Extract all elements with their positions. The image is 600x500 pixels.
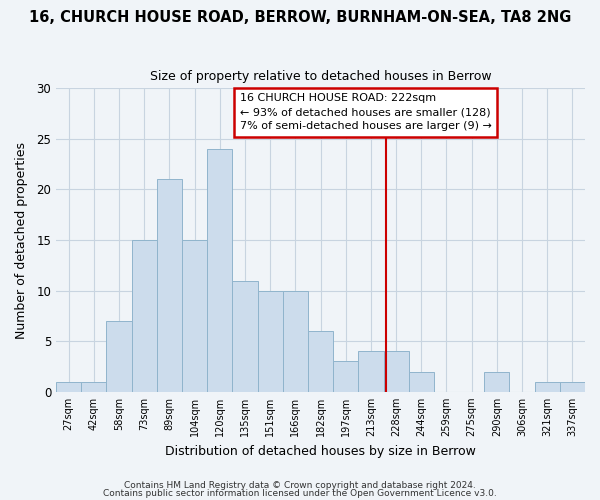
- Bar: [535, 382, 560, 392]
- Text: 16 CHURCH HOUSE ROAD: 222sqm
← 93% of detached houses are smaller (128)
7% of se: 16 CHURCH HOUSE ROAD: 222sqm ← 93% of de…: [240, 94, 492, 132]
- Bar: [207, 149, 232, 392]
- Bar: [56, 382, 81, 392]
- Bar: [283, 290, 308, 392]
- Bar: [106, 321, 131, 392]
- Bar: [560, 382, 585, 392]
- Title: Size of property relative to detached houses in Berrow: Size of property relative to detached ho…: [150, 70, 491, 83]
- Bar: [232, 280, 257, 392]
- Bar: [182, 240, 207, 392]
- Bar: [131, 240, 157, 392]
- Bar: [308, 331, 333, 392]
- Text: Contains public sector information licensed under the Open Government Licence v3: Contains public sector information licen…: [103, 488, 497, 498]
- Bar: [484, 372, 509, 392]
- Y-axis label: Number of detached properties: Number of detached properties: [15, 142, 28, 338]
- Bar: [333, 362, 358, 392]
- Bar: [157, 180, 182, 392]
- Bar: [81, 382, 106, 392]
- Bar: [257, 290, 283, 392]
- Text: 16, CHURCH HOUSE ROAD, BERROW, BURNHAM-ON-SEA, TA8 2NG: 16, CHURCH HOUSE ROAD, BERROW, BURNHAM-O…: [29, 10, 571, 25]
- Bar: [358, 352, 383, 392]
- X-axis label: Distribution of detached houses by size in Berrow: Distribution of detached houses by size …: [165, 444, 476, 458]
- Bar: [409, 372, 434, 392]
- Text: Contains HM Land Registry data © Crown copyright and database right 2024.: Contains HM Land Registry data © Crown c…: [124, 481, 476, 490]
- Bar: [383, 352, 409, 392]
